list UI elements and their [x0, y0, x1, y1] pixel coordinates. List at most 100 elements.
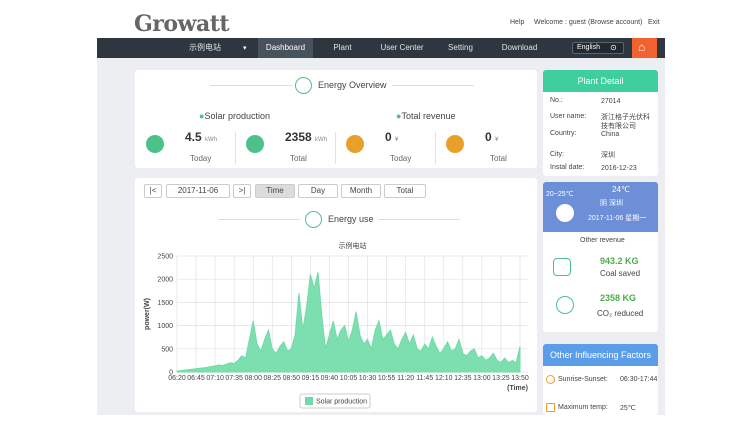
logo[interactable]: Growatt — [134, 11, 230, 37]
help-link[interactable]: Help — [510, 19, 525, 26]
revenue-label: Coal saved — [600, 269, 641, 278]
section-title: Energy use — [328, 214, 374, 224]
dot: ● — [396, 111, 402, 121]
dropdown-arrow: ▾ — [243, 45, 247, 52]
value: 4.5 — [185, 130, 202, 144]
factor-icon — [546, 375, 555, 384]
stat-icon — [346, 135, 364, 153]
temp-range: 20~25℃ — [546, 191, 574, 198]
revenue-value: 943.2 KG — [600, 256, 639, 266]
condition: 阴 深圳 — [600, 200, 623, 207]
other-revenue-panel — [543, 232, 658, 332]
stat-label: Today — [390, 154, 412, 163]
exit-link[interactable]: Exit — [648, 19, 660, 26]
detail-value: 浙江格子光伏科技有限公司 — [601, 114, 650, 130]
detail-value: China — [601, 131, 620, 138]
divider — [392, 85, 474, 86]
panel-header: Other Influencing Factors — [543, 344, 658, 366]
chart-title: 示例电站 — [339, 241, 367, 250]
date-input[interactable]: 2017-11-06 — [166, 184, 230, 198]
revenue-value: 2358 KG — [600, 293, 637, 303]
y-tick-label: 1000 — [157, 323, 173, 330]
value: 0 — [385, 130, 392, 144]
stat-value: 4.5 kWh — [185, 130, 217, 144]
x-tick-label: 11:45 — [416, 375, 433, 382]
x-tick-label: 10:30 — [359, 375, 377, 382]
home-button[interactable] — [632, 38, 657, 58]
dot: ● — [199, 111, 205, 121]
x-tick-label: 09:40 — [321, 375, 339, 382]
factor-icon — [546, 403, 555, 412]
plant-select[interactable]: 示例电站 — [189, 43, 221, 52]
welcome-text[interactable]: Welcome : guest (Browse account) — [534, 19, 643, 26]
chart: 示例电站 power(W) 0 500 1000 1500 2000 2500 06:20 06:… — [144, 241, 529, 409]
detail-value: 27014 — [601, 98, 621, 105]
coal-icon — [553, 258, 571, 276]
first-button[interactable]: |< — [144, 184, 162, 198]
stat-icon — [446, 135, 464, 153]
nav-item[interactable]: User Center — [380, 43, 424, 52]
detail-key: No.: — [550, 97, 563, 104]
x-tick-label: 13:25 — [492, 375, 510, 382]
last-button[interactable]: >| — [233, 184, 251, 198]
y-tick-label: 0 — [169, 370, 173, 377]
header — [97, 10, 665, 38]
overview-icon — [295, 77, 312, 94]
nav-item[interactable]: Dashboard — [258, 38, 313, 58]
stat-icon — [146, 135, 164, 153]
x-tick-label: 07:35 — [225, 375, 243, 382]
divider — [435, 132, 436, 164]
x-tick-label: 10:55 — [378, 375, 396, 382]
factor-key: Maximum temp: — [558, 404, 608, 411]
nav-item[interactable]: Setting — [448, 43, 473, 52]
legend-box — [299, 393, 371, 409]
value: 2358 — [285, 130, 312, 144]
x-tick-label: 08:50 — [283, 375, 301, 382]
x-tick-label: 13:00 — [473, 375, 491, 382]
label: Solar production — [204, 111, 270, 121]
revenue-title: Other revenue — [580, 237, 625, 244]
stat-label: Today — [190, 154, 212, 163]
y-tick-label: 1500 — [157, 300, 173, 307]
stat-value: 0 ¥ — [485, 130, 498, 144]
x-tick-label: 13:50 — [511, 375, 529, 382]
unit: kWh — [315, 137, 328, 143]
factor-value: 25℃ — [620, 405, 636, 412]
energy-overview-panel — [135, 70, 537, 168]
language-icon: ⊙ — [610, 43, 617, 52]
detail-value: 2016-12-23 — [601, 165, 637, 172]
x-tick-label: 12:35 — [454, 375, 472, 382]
energy-chart-panel — [135, 178, 537, 412]
detail-key: Country: — [550, 130, 577, 137]
divider — [378, 219, 460, 220]
stat-value: 2358 kWh — [285, 130, 327, 144]
co2-icon — [556, 296, 574, 314]
y-tick-label: 2500 — [157, 254, 173, 261]
range-button[interactable]: Day — [298, 184, 338, 198]
nav-bar — [97, 38, 665, 58]
home-icon: ⌂ — [638, 40, 646, 54]
energy-icon — [305, 211, 322, 228]
detail-key: City: — [550, 151, 564, 158]
weather-date: 2017-11-06 星期一 — [588, 215, 647, 222]
x-tick-label: 08:00 — [244, 375, 262, 382]
divider — [210, 85, 292, 86]
range-button[interactable]: Total — [384, 184, 426, 198]
nav-item[interactable]: Plant — [333, 43, 352, 52]
divider — [335, 132, 336, 164]
detail-value: 深圳 — [601, 152, 615, 159]
value: 0 — [485, 130, 492, 144]
nav-item[interactable]: Download — [501, 43, 538, 52]
range-button[interactable]: Time — [255, 184, 295, 198]
factor-key: Sunrise-Sunset: — [558, 376, 608, 383]
legend-swatch — [305, 397, 313, 405]
range-button[interactable]: Month — [341, 184, 381, 198]
revenue-label: CO₂ reduced — [597, 309, 644, 318]
detail-key: Instal date: — [550, 164, 585, 171]
stat-icon — [246, 135, 264, 153]
weather-icon — [556, 204, 574, 222]
area — [176, 272, 521, 373]
x-tick-label: 08:25 — [264, 375, 282, 382]
language-select[interactable] — [572, 42, 624, 54]
